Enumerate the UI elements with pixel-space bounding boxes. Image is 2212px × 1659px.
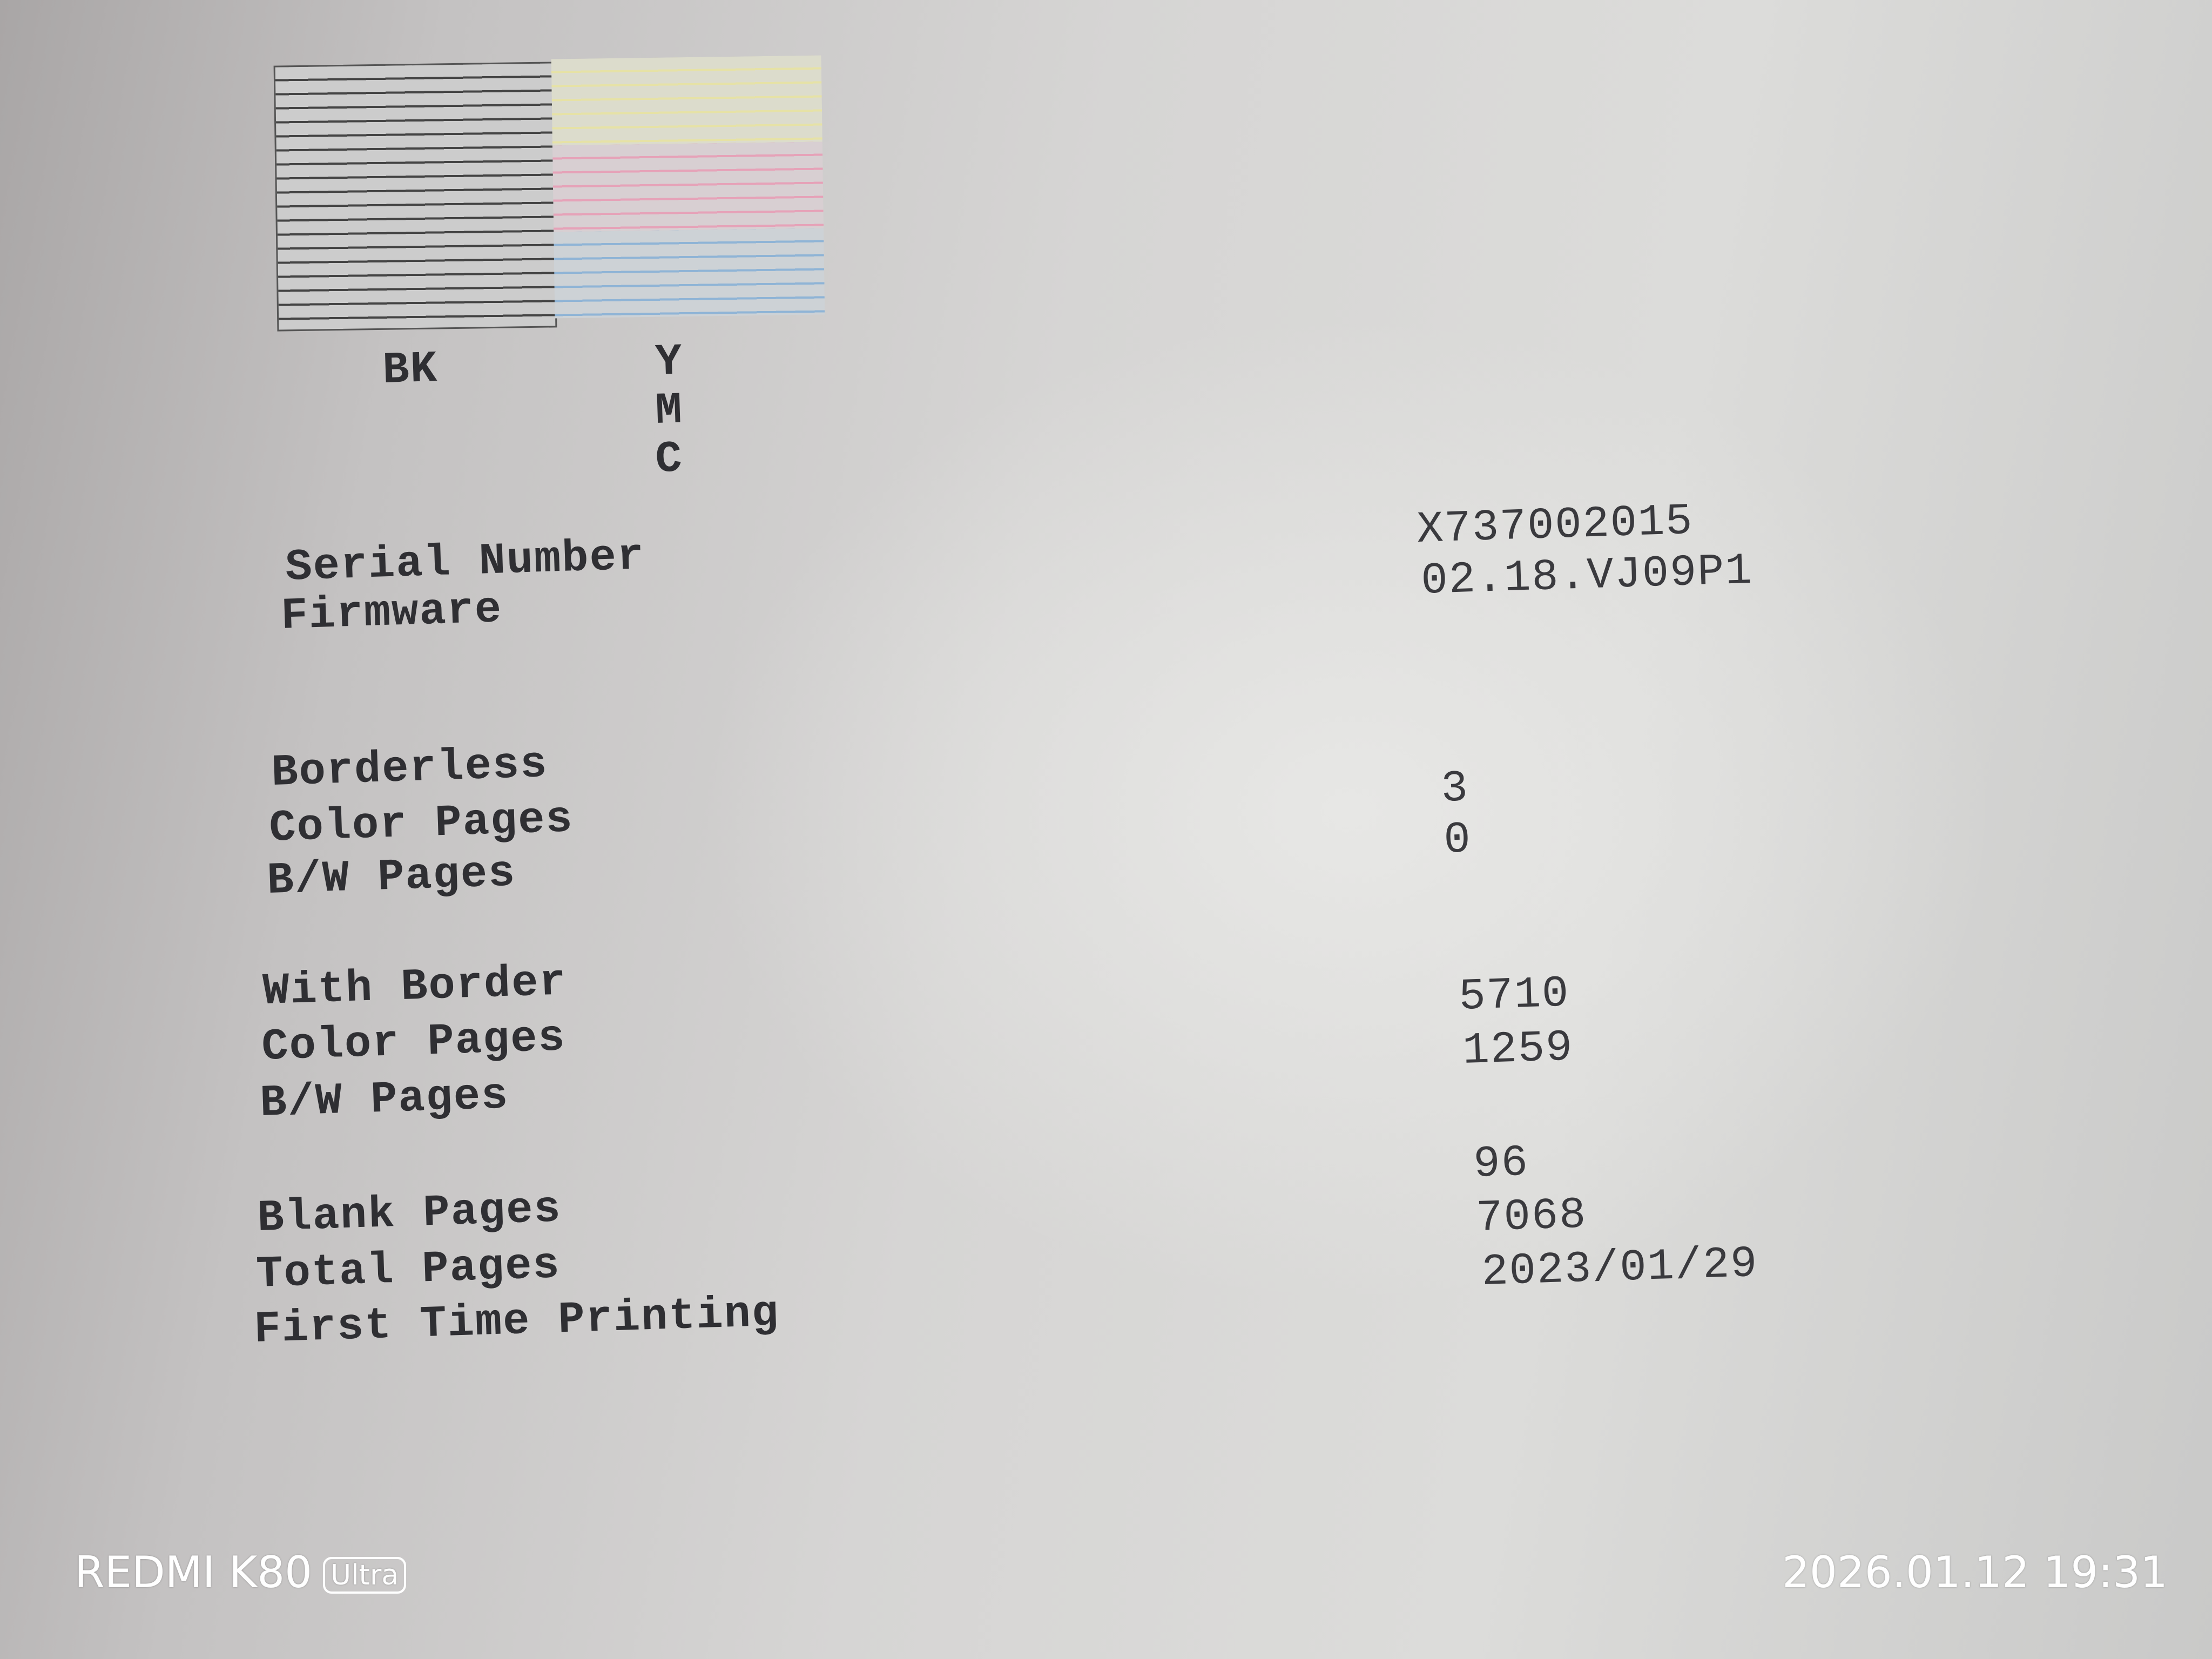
with-border-heading: With Border <box>262 957 568 1017</box>
borderless-bw-label: B/W Pages <box>266 848 517 906</box>
m-label: M <box>655 385 684 436</box>
borderless-heading: Borderless <box>271 739 549 798</box>
first-time-printing-value: 2023/01/29 <box>1481 1238 1759 1298</box>
device-name: REDMI K80 <box>75 1547 313 1597</box>
firmware-label: Firmware <box>280 584 503 642</box>
firmware-value: 02.18.VJ09P1 <box>1420 545 1754 606</box>
with-border-color-value: 5710 <box>1458 968 1570 1022</box>
with-border-color-label: Color Pages <box>261 1013 567 1073</box>
color-nozzle-pattern <box>551 55 825 319</box>
black-nozzle-pattern <box>273 62 557 332</box>
cyan-pattern <box>554 228 825 319</box>
yellow-pattern <box>551 55 822 146</box>
total-pages-label: Total Pages <box>255 1240 562 1300</box>
total-pages-value: 7068 <box>1475 1190 1588 1244</box>
borderless-color-label: Color Pages <box>268 794 575 854</box>
device-badge: Ultra <box>323 1557 407 1594</box>
photo-datetime: 2026.01.12 19:31 <box>1782 1547 2168 1597</box>
serial-number-value: X737002015 <box>1416 496 1694 555</box>
c-label: C <box>655 434 684 485</box>
y-label: Y <box>655 336 684 388</box>
bk-label: BK <box>382 343 439 396</box>
with-border-bw-label: B/W Pages <box>259 1070 510 1129</box>
magenta-pattern <box>552 141 824 232</box>
serial-number-label: Serial Number <box>285 531 646 593</box>
blank-pages-value: 96 <box>1473 1137 1530 1190</box>
camera-watermark: REDMI K80 Ultra <box>75 1547 407 1597</box>
borderless-bw-value: 0 <box>1443 814 1473 866</box>
with-border-bw-value: 1259 <box>1462 1022 1574 1076</box>
blank-pages-label: Blank Pages <box>257 1184 563 1244</box>
borderless-color-value: 3 <box>1440 763 1470 814</box>
first-time-printing-label: First Time Printing <box>253 1288 780 1355</box>
